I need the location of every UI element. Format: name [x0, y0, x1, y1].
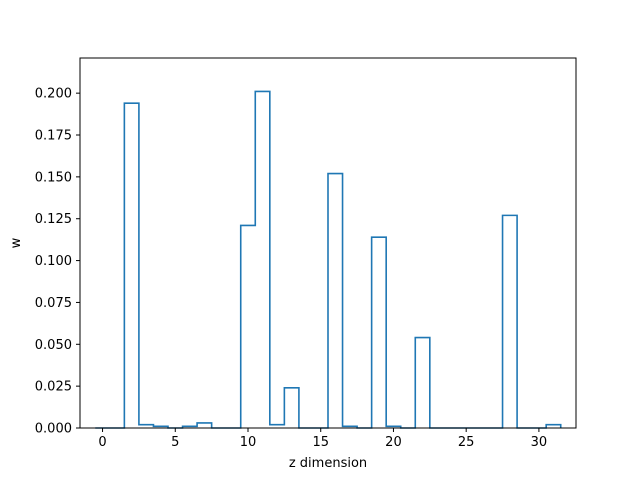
- histogram-bin: [124, 103, 139, 428]
- y-axis-label: w: [9, 237, 24, 248]
- histogram-bin: [255, 91, 270, 428]
- plot-area: [95, 90, 562, 429]
- y-tick-label: 0.100: [35, 254, 72, 269]
- x-tick-label: 5: [171, 435, 179, 450]
- histogram-bin: [328, 174, 343, 428]
- histogram-bin: [241, 225, 256, 428]
- histogram-bin: [372, 237, 387, 428]
- x-tick-label: 20: [385, 435, 402, 450]
- y-tick-label: 0.050: [35, 338, 72, 353]
- y-tick-label: 0.075: [35, 296, 72, 311]
- y-tick-label: 0.150: [35, 170, 72, 185]
- axes-frame: [79, 57, 577, 429]
- histogram-bin: [284, 388, 299, 428]
- x-axis-label: z dimension: [289, 456, 367, 471]
- histogram-bin: [270, 425, 285, 428]
- x-tick-label: 25: [458, 435, 475, 450]
- y-axis: 0.000 0.025 0.050 0.075 0.100 0.125 0.150 0.175…: [35, 87, 80, 437]
- x-tick-label: 0: [98, 435, 106, 450]
- histogram-bin: [503, 215, 518, 428]
- x-tick-label: 15: [312, 435, 329, 450]
- y-tick-label: 0.200: [35, 87, 72, 102]
- y-tick-label: 0.175: [35, 129, 72, 144]
- x-tick-label: 30: [531, 435, 548, 450]
- x-axis: 0 5 10 15 20 25 30: [98, 428, 547, 450]
- y-tick-label: 0.000: [35, 422, 72, 437]
- y-tick-label: 0.025: [35, 380, 72, 395]
- histogram-bin: [139, 425, 154, 428]
- y-tick-label: 0.125: [35, 212, 72, 227]
- x-tick-label: 10: [240, 435, 257, 450]
- histogram-bin: [546, 425, 561, 428]
- histogram-bin: [197, 423, 212, 428]
- histogram-bin: [415, 338, 430, 428]
